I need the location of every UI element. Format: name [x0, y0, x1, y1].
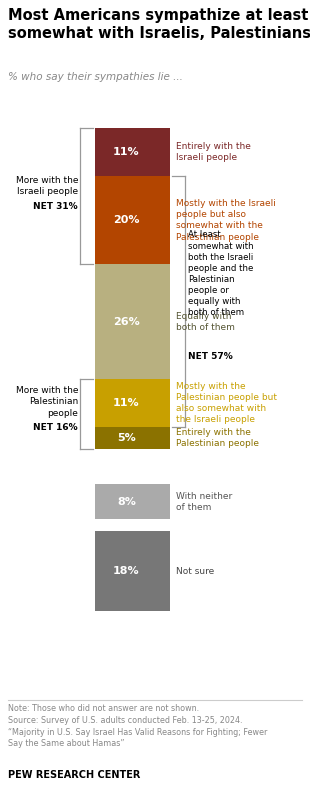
Text: 11%: 11%: [113, 147, 140, 157]
Text: 26%: 26%: [113, 316, 140, 327]
Text: More with the
Palestinian
people: More with the Palestinian people: [16, 387, 78, 417]
Bar: [95, 128, 170, 177]
Text: Mostly with the
Palestinian people but
also somewhat with
the Israeli people: Mostly with the Palestinian people but a…: [176, 382, 277, 424]
Bar: [95, 531, 170, 611]
Text: NET 31%: NET 31%: [33, 202, 78, 211]
Bar: [95, 427, 170, 449]
Text: 20%: 20%: [113, 215, 140, 225]
Bar: [95, 484, 170, 520]
Text: Mostly with the Israeli
people but also
somewhat with the
Palestinian people: Mostly with the Israeli people but also …: [176, 199, 276, 241]
Text: With neither
of them: With neither of them: [176, 491, 232, 512]
Text: Equally with
both of them: Equally with both of them: [176, 312, 235, 332]
Text: % who say their sympathies lie ...: % who say their sympathies lie ...: [8, 72, 183, 82]
Text: Most Americans sympathize at least
somewhat with Israelis, Palestinians: Most Americans sympathize at least somew…: [8, 8, 310, 41]
Bar: [95, 265, 170, 378]
Text: PEW RESEARCH CENTER: PEW RESEARCH CENTER: [8, 770, 140, 780]
Text: 11%: 11%: [113, 398, 140, 408]
Text: Note: Those who did not answer are not shown.
Source: Survey of U.S. adults cond: Note: Those who did not answer are not s…: [8, 704, 267, 748]
Text: NET 16%: NET 16%: [33, 424, 78, 433]
Text: 5%: 5%: [117, 433, 136, 443]
Text: 8%: 8%: [117, 497, 136, 507]
Bar: [95, 177, 170, 265]
Text: Not sure: Not sure: [176, 567, 214, 575]
Text: At least
somewhat with
both the Israeli
people and the
Palestinian
people or
equ: At least somewhat with both the Israeli …: [188, 231, 254, 317]
Text: Entirely with the
Palestinian people: Entirely with the Palestinian people: [176, 429, 259, 448]
Text: More with the
Israeli people: More with the Israeli people: [16, 176, 78, 196]
Text: NET 57%: NET 57%: [188, 353, 233, 362]
Text: 18%: 18%: [113, 566, 140, 576]
Bar: [95, 378, 170, 427]
Text: Entirely with the
Israeli people: Entirely with the Israeli people: [176, 142, 251, 162]
